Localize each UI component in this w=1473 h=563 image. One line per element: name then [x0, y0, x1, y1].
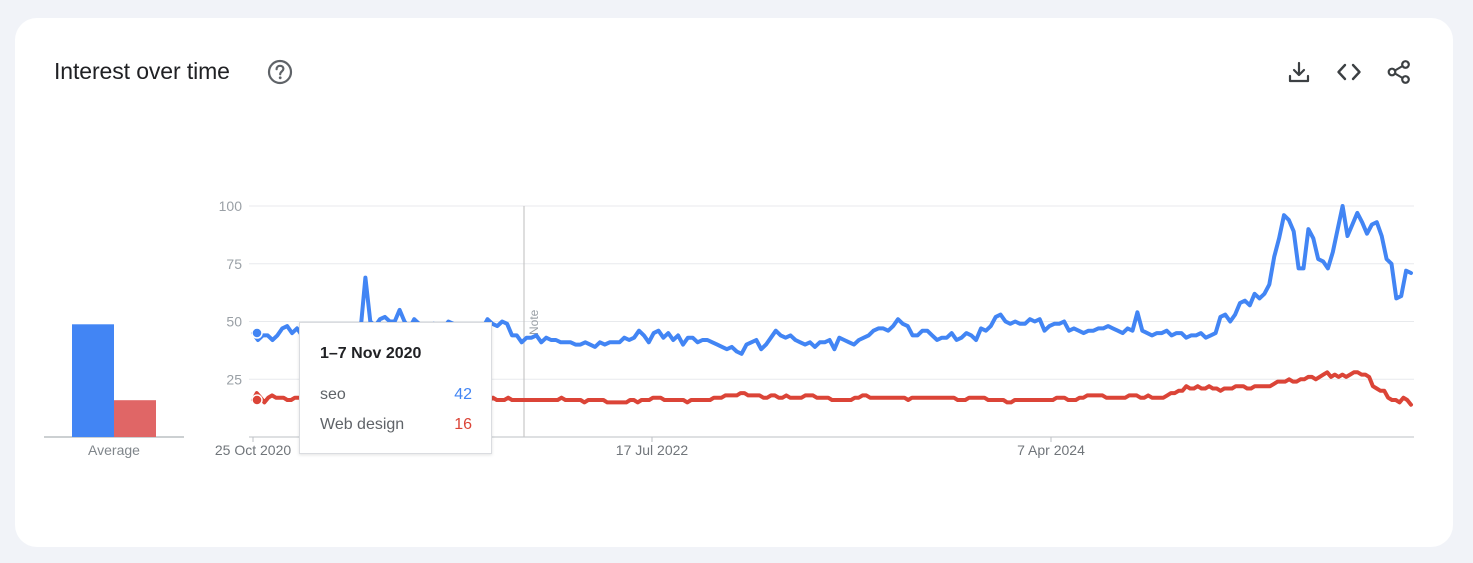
x-tick-label: 7 Apr 2024	[1017, 442, 1085, 458]
tooltip-row-seo: seo 42	[320, 386, 472, 404]
x-tick-label: 25 Oct 2020	[215, 442, 291, 458]
interest-over-time-card	[15, 18, 1453, 547]
tooltip-row-web-design: Web design 16	[320, 416, 472, 434]
average-bar-chart: Average	[44, 324, 184, 458]
hover-point	[251, 394, 263, 406]
y-tick-label: 75	[226, 256, 242, 272]
bar-x-label: Average	[88, 442, 140, 458]
tooltip-value: 42	[454, 386, 472, 403]
note-label: Note	[527, 309, 541, 335]
average-bar-web-design	[114, 400, 156, 437]
card-title: Interest over time	[54, 58, 230, 84]
y-tick-label: 50	[226, 314, 242, 330]
interest-line-chart: 25 50 75 100 25 Oct 2020 17 Jul 2022 7 Apr 202…	[215, 198, 1414, 458]
hover-point	[251, 327, 263, 339]
data-tooltip: 1–7 Nov 2020 seo 42 Web design 16	[299, 322, 492, 454]
y-tick-label: 25	[226, 371, 242, 387]
tooltip-label: seo	[320, 386, 346, 403]
tooltip-date: 1–7 Nov 2020	[320, 345, 422, 362]
share-icon[interactable]	[1385, 58, 1413, 86]
download-icon[interactable]	[1285, 58, 1313, 86]
tooltip-label: Web design	[320, 416, 405, 433]
embed-code-icon[interactable]	[1335, 58, 1363, 86]
tooltip-value: 16	[454, 416, 472, 433]
help-circle-icon[interactable]	[266, 58, 294, 86]
x-tick-label: 17 Jul 2022	[616, 442, 689, 458]
y-tick-label: 100	[219, 198, 243, 214]
average-bar-seo	[72, 324, 114, 437]
